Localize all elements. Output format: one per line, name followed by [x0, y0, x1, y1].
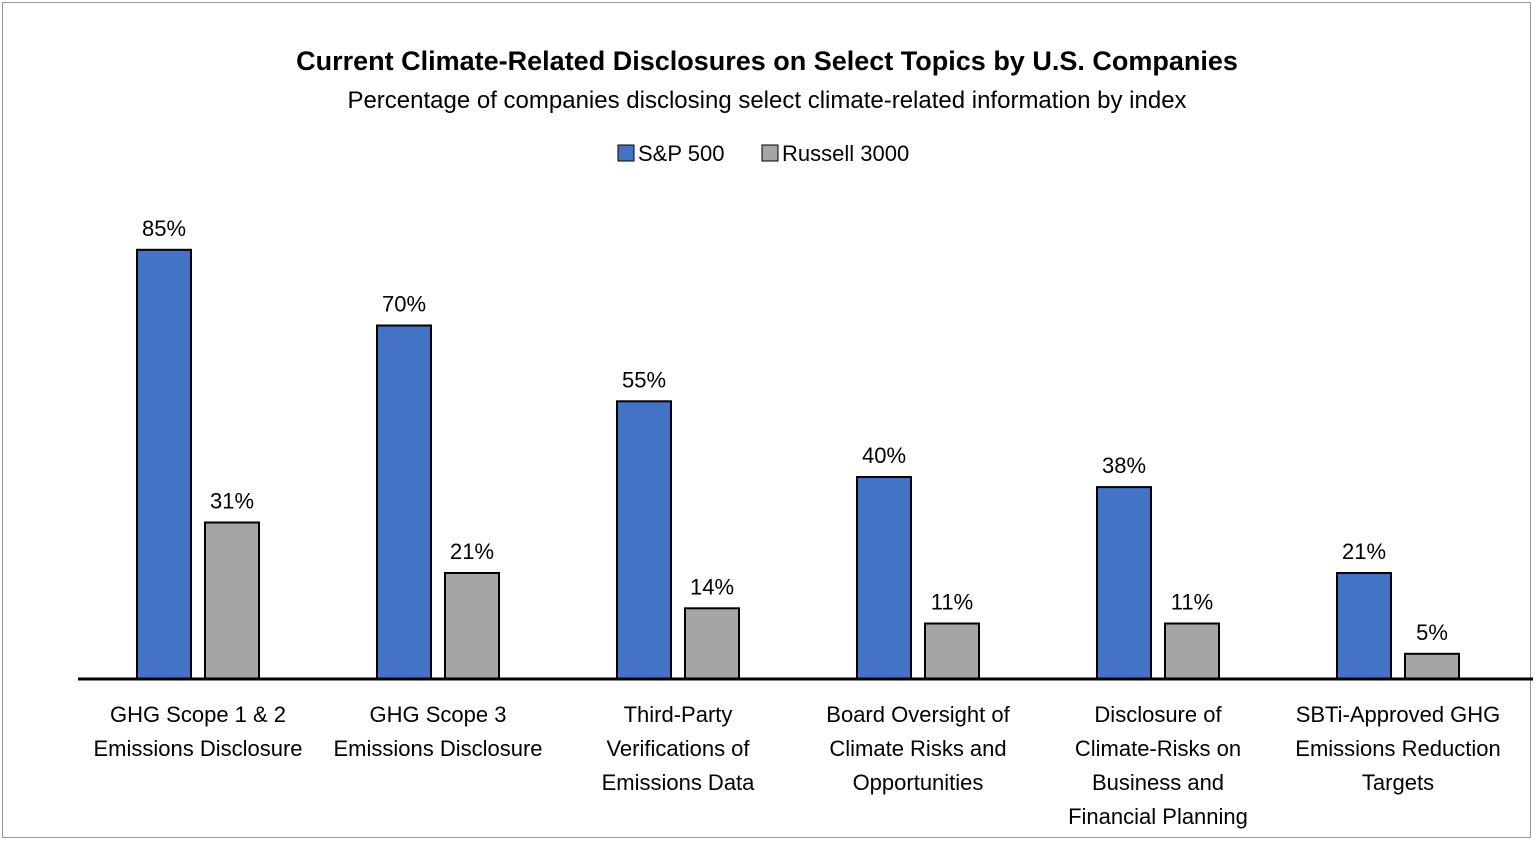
data-label-russell3000-4: 11% [1171, 590, 1213, 615]
category-label-1: GHG Scope 3 Emissions Disclosure [333, 702, 542, 761]
data-label-russell3000-0: 31% [210, 489, 254, 514]
bar-group [136, 248, 1460, 681]
chart-legend: S&P 500 Russell 3000 [617, 141, 909, 166]
bar-sp500-3 [856, 476, 912, 680]
chart-title: Current Climate-Related Disclosures on S… [296, 46, 1238, 76]
category-label-3: Board Oversight of Climate Risks and Oppor… [826, 702, 1010, 795]
category-label-line: Disclosure of [1094, 702, 1222, 727]
bar-russell3000-5 [1404, 652, 1460, 681]
category-label-4: Disclosure of Climate-Risks on Business an… [1068, 702, 1248, 829]
data-label-russell3000-1: 21% [450, 539, 494, 564]
bar-sp500-0 [136, 248, 192, 681]
category-label-line: SBTi-Approved GHG [1296, 702, 1501, 727]
category-label-line: Business and [1092, 770, 1224, 795]
category-label-line: Opportunities [853, 770, 984, 795]
category-label-line: GHG Scope 3 [370, 702, 507, 727]
data-label-russell3000-3: 11% [931, 590, 973, 615]
category-label-line: Targets [1362, 770, 1434, 795]
category-label-0: GHG Scope 1 & 2 Emissions Disclosure [93, 702, 302, 761]
chart-subtitle: Percentage of companies disclosing selec… [347, 87, 1186, 114]
data-label-group: 85% 31% 70% 21% 55% 14% 40% 11% 38% 11% 21% 5% [142, 216, 1448, 645]
legend-label-sp500: S&P 500 [638, 141, 724, 166]
category-label-line: Financial Planning [1068, 804, 1248, 829]
legend-swatch-sp500 [617, 144, 635, 162]
bar-sp500-2 [616, 400, 672, 681]
data-label-sp500-0: 85% [142, 216, 186, 241]
bar-sp500-1 [376, 324, 432, 680]
category-label-line: Climate-Risks on [1075, 736, 1241, 761]
data-label-sp500-1: 70% [382, 292, 426, 317]
data-label-sp500-5: 21% [1342, 539, 1386, 564]
data-label-sp500-2: 55% [622, 367, 666, 392]
category-label-line: GHG Scope 1 & 2 [110, 702, 286, 727]
bar-russell3000-1 [444, 572, 500, 680]
category-label-line: Board Oversight of [826, 702, 1010, 727]
category-label-line: Emissions Disclosure [333, 736, 542, 761]
data-label-sp500-4: 38% [1102, 453, 1146, 478]
category-label-line: Third-Party [624, 702, 733, 727]
data-label-russell3000-2: 14% [690, 574, 734, 599]
category-label-line: Verifications of [606, 736, 750, 761]
category-label-line: Emissions Disclosure [93, 736, 302, 761]
category-label-2: Third-Party Verifications of Emissions Dat… [602, 702, 756, 795]
bar-russell3000-2 [684, 607, 740, 680]
category-label-5: SBTi-Approved GHG Emissions Reduction Targ… [1295, 702, 1500, 795]
legend-label-russell3000: Russell 3000 [782, 141, 909, 166]
legend-swatch-russell3000 [761, 144, 779, 162]
bar-russell3000-0 [204, 521, 260, 680]
bar-sp500-4 [1096, 486, 1152, 680]
category-label-line: Climate Risks and [829, 736, 1006, 761]
bar-russell3000-3 [924, 622, 980, 680]
category-label-line: Emissions Data [602, 770, 756, 795]
bar-russell3000-4 [1164, 622, 1220, 680]
category-label-line: Emissions Reduction [1295, 736, 1500, 761]
data-label-russell3000-5: 5% [1416, 620, 1448, 645]
data-label-sp500-3: 40% [862, 443, 906, 468]
bar-sp500-5 [1336, 572, 1392, 680]
